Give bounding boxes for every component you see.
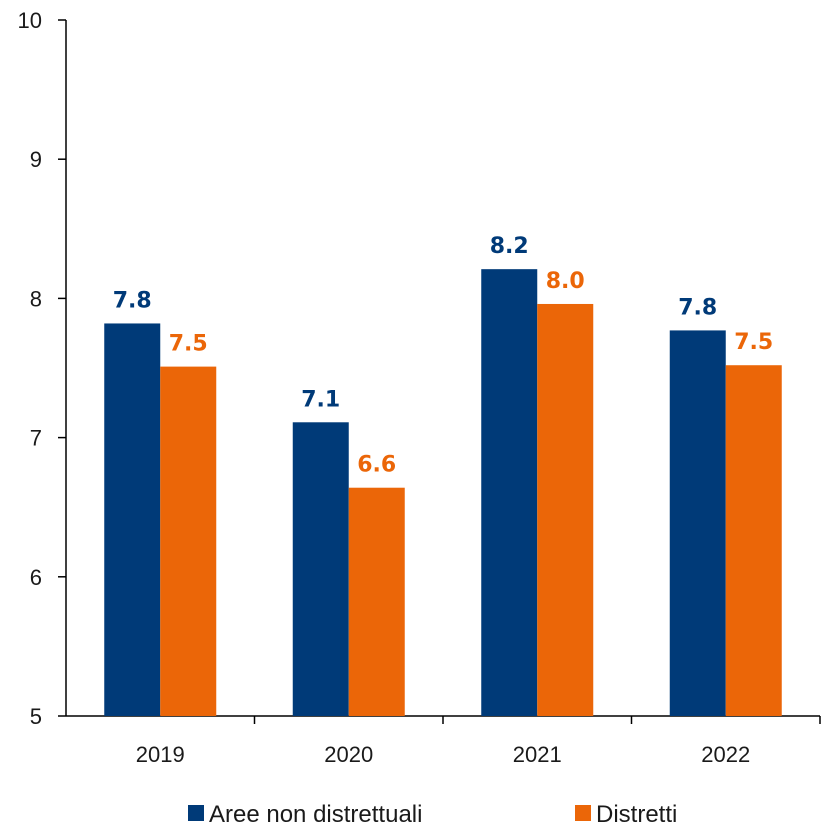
y-tick-label: 10 — [18, 8, 42, 33]
data-label: 7.5 — [169, 332, 208, 357]
y-tick-label: 5 — [30, 704, 42, 729]
x-axis: 2019 2020 2021 2022 — [66, 715, 821, 767]
legend-swatch-distretti — [575, 805, 591, 821]
bar-distretti-2020 — [348, 487, 405, 716]
data-label: 8.0 — [546, 269, 585, 294]
legend: Aree non distrettuali Distretti — [188, 801, 677, 828]
data-label: 7.8 — [113, 288, 152, 313]
bar-aree-non-distrettuali-2021 — [481, 269, 538, 716]
y-tick-label: 9 — [30, 147, 42, 172]
y-tick-label: 6 — [30, 565, 42, 590]
data-label: 7.1 — [301, 387, 340, 412]
bar-aree-non-distrettuali-2020 — [292, 422, 349, 716]
data-labels-group: 7.8 7.5 7.1 6.6 8.2 8.0 7.8 7.5 — [113, 234, 773, 478]
legend-label: Aree non distrettuali — [209, 801, 422, 828]
y-tick-label: 7 — [30, 426, 42, 451]
x-tick-label: 2019 — [136, 742, 185, 767]
legend-label: Distretti — [596, 801, 677, 828]
bar-aree-non-distrettuali-2022 — [669, 330, 726, 716]
bar-distretti-2022 — [725, 365, 782, 716]
bar-aree-non-distrettuali-2019 — [104, 323, 161, 716]
y-axis: 5 6 7 8 9 10 — [18, 8, 67, 729]
bar-distretti-2021 — [537, 303, 594, 716]
y-tick-label: 8 — [30, 286, 42, 311]
x-tick-label: 2022 — [701, 742, 750, 767]
bar-distretti-2019 — [160, 366, 217, 716]
data-label: 8.2 — [490, 234, 529, 259]
data-label: 7.5 — [734, 330, 773, 355]
data-label: 6.6 — [357, 453, 396, 478]
legend-swatch-aree-non-distrettuali — [188, 805, 204, 821]
x-tick-label: 2020 — [324, 742, 373, 767]
bars-group — [104, 269, 782, 716]
data-label: 7.8 — [678, 295, 717, 320]
x-tick-label: 2021 — [513, 742, 562, 767]
